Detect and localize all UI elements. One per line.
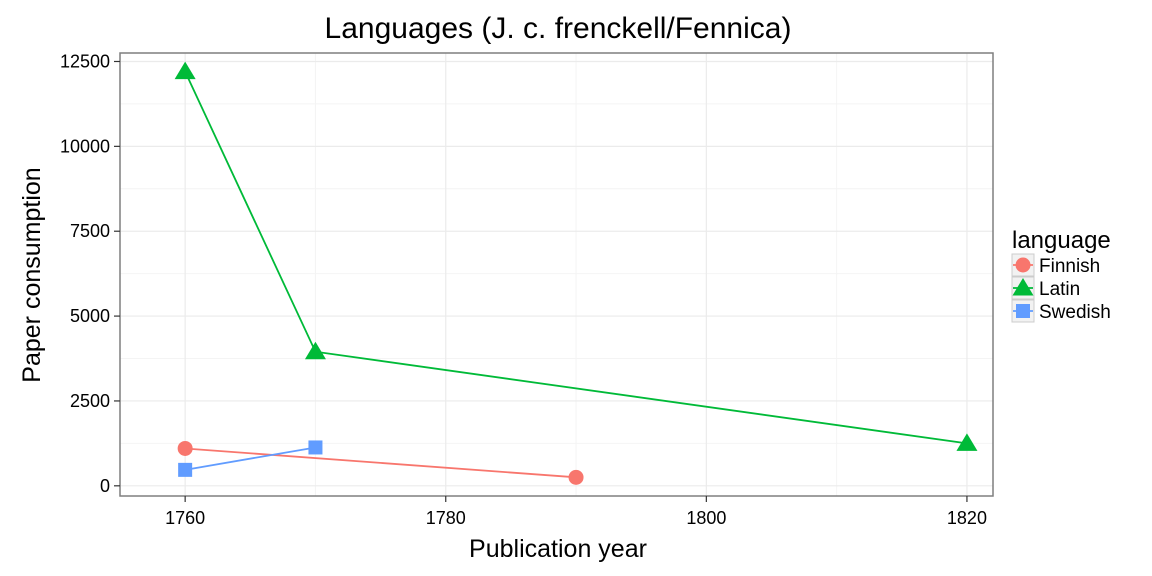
data-point-finnish (568, 469, 584, 485)
plot-panel (120, 53, 993, 496)
legend-item-swedish: Swedish (1011, 299, 1111, 323)
grid (120, 53, 993, 496)
series-layer (174, 61, 978, 485)
data-point-latin (174, 61, 196, 80)
series-latin (174, 61, 978, 451)
x-tick-label: 1800 (686, 508, 726, 528)
y-tick-label: 5000 (70, 306, 110, 326)
x-tick-label: 1780 (426, 508, 466, 528)
y-axis-title: Paper consumption (18, 167, 46, 382)
x-tick-label: 1820 (947, 508, 987, 528)
legend-item-finnish: Finnish (1011, 253, 1100, 277)
legend-marker-finnish (1015, 257, 1031, 273)
legend-title: language (1012, 227, 1111, 254)
data-point-latin (956, 433, 978, 451)
legend-label: Latin (1039, 279, 1080, 300)
legend-label: Finnish (1039, 256, 1100, 277)
y-tick-label: 12500 (60, 51, 110, 71)
plot-border (119, 52, 994, 497)
series-line-finnish (185, 447, 577, 479)
x-axis-title: Publication year (469, 535, 647, 563)
legend-item-latin: Latin (1011, 276, 1080, 300)
series-swedish (178, 440, 323, 477)
x-tick-label: 1760 (165, 508, 205, 528)
y-tick-label: 2500 (70, 391, 110, 411)
x-axis: 1760 1780 1800 1820 (165, 496, 987, 528)
y-tick-label: 7500 (70, 221, 110, 241)
data-point-latin (304, 341, 326, 360)
data-point-swedish (178, 462, 193, 477)
data-point-finnish (177, 440, 193, 456)
series-line-swedish (184, 446, 316, 471)
y-axis: 0 2500 5000 7500 10000 12500 (60, 51, 120, 496)
y-tick-label: 0 (100, 476, 110, 496)
legend-label: Swedish (1039, 302, 1111, 323)
legend-marker-swedish (1016, 304, 1030, 318)
legend-marker-latin (1012, 278, 1034, 296)
data-point-swedish (308, 440, 323, 455)
chart-title: Languages (J. c. frenckell/Fennica) (325, 12, 792, 45)
y-tick-label: 10000 (60, 136, 110, 156)
series-finnish (177, 440, 584, 485)
